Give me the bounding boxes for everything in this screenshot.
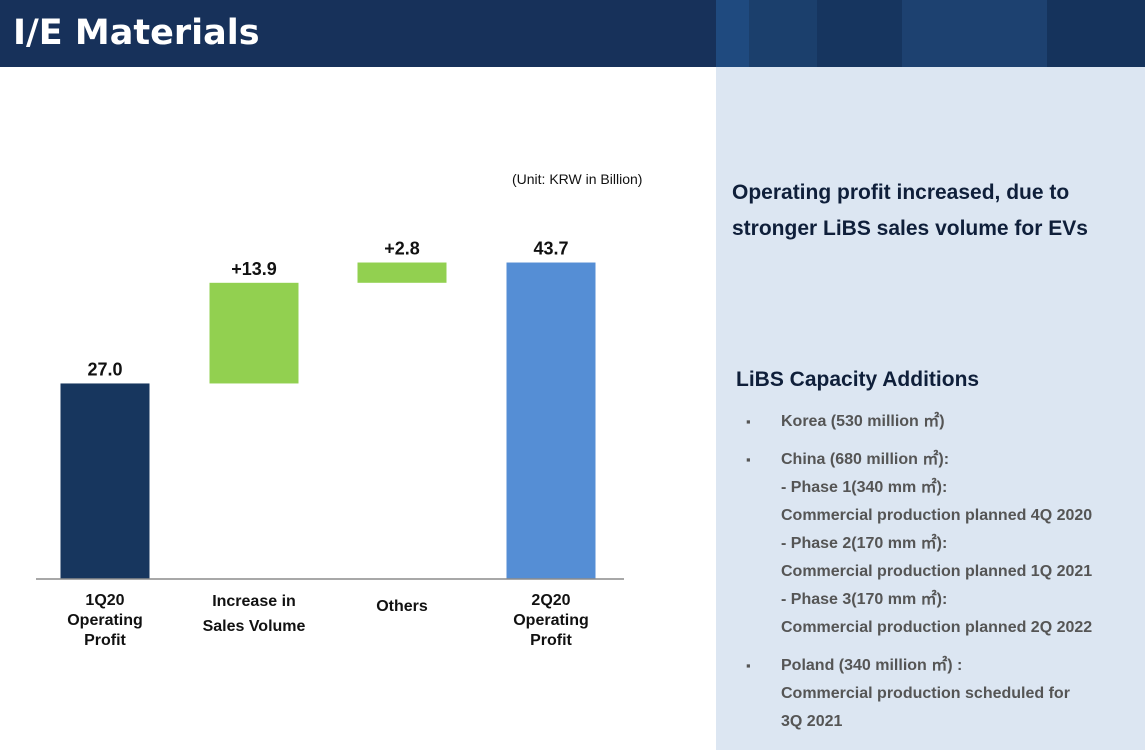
list-item-text: - Phase 2(170 mm ㎡): — [781, 535, 948, 552]
category-label: Sales Volume — [203, 618, 306, 635]
bar-2 — [209, 282, 299, 384]
category-label: Operating — [67, 612, 143, 629]
list-item-text: Korea (530 million ㎡) — [781, 413, 945, 430]
data-label: +13.9 — [231, 259, 277, 279]
list-item-text: Commercial production planned 2Q 2022 — [781, 619, 1093, 636]
unit-note: (Unit: KRW in Billion) — [512, 171, 643, 187]
list-item-text: Commercial production planned 1Q 2021 — [781, 563, 1093, 580]
bar-3 — [357, 262, 447, 283]
list-item-text: Poland (340 million ㎡) : — [781, 657, 963, 674]
headline-line: stronger LiBS sales volume for EVs — [732, 217, 1088, 240]
category-label: Increase in — [212, 593, 296, 610]
bullet-icon: ▪ — [746, 414, 751, 429]
list-item-text: China (680 million ㎡): — [781, 451, 950, 468]
page-title: I/E Materials — [13, 13, 260, 53]
data-label: 27.0 — [87, 359, 122, 379]
category-label: 2Q20 — [531, 592, 570, 609]
list-item: ▪ China (680 million ㎡): - Phase 1(340 m… — [746, 446, 1141, 642]
category-label: Others — [376, 598, 428, 615]
header-decoration — [902, 0, 1047, 67]
headline-line: Operating profit increased, due to — [732, 181, 1070, 204]
bar-1 — [60, 383, 150, 579]
list-item-text: Commercial production planned 4Q 2020 — [781, 507, 1093, 524]
summary-panel — [716, 67, 1145, 750]
list-item: ▪ Korea (530 million ㎡) — [746, 408, 1141, 436]
data-label: 43.7 — [533, 239, 568, 259]
list-item: ▪ Poland (340 million ㎡) : Commercial pr… — [746, 652, 1141, 736]
bar-4 — [506, 262, 596, 579]
header-decoration — [817, 0, 902, 67]
category-label: 1Q20 — [85, 592, 124, 609]
list-item-text: Commercial production scheduled for — [781, 685, 1070, 702]
bullet-icon: ▪ — [746, 658, 751, 673]
bullet-icon: ▪ — [746, 452, 751, 467]
list-item-text: - Phase 3(170 mm ㎡): — [781, 591, 948, 608]
category-label: Profit — [84, 632, 126, 649]
header-bar: I/E Materials — [0, 0, 1145, 67]
headline: Operating profit increased, due to stron… — [732, 175, 1132, 247]
category-label: Operating — [513, 612, 589, 629]
list-item-text: - Phase 1(340 mm ㎡): — [781, 479, 948, 496]
waterfall-chart: 27.0 +13.9 +2.8 43.7 1Q20 Operating Profit Incr… — [36, 239, 624, 649]
header-decoration — [1047, 0, 1145, 67]
header-decoration — [716, 0, 749, 67]
capacity-list: ▪ Korea (530 million ㎡) ▪ China (680 mil… — [746, 408, 1141, 746]
category-label: Profit — [530, 632, 572, 649]
header-decoration — [749, 0, 817, 67]
list-item-text: 3Q 2021 — [781, 713, 843, 730]
section-title: LiBS Capacity Additions — [736, 368, 980, 391]
data-label: +2.8 — [384, 239, 420, 259]
